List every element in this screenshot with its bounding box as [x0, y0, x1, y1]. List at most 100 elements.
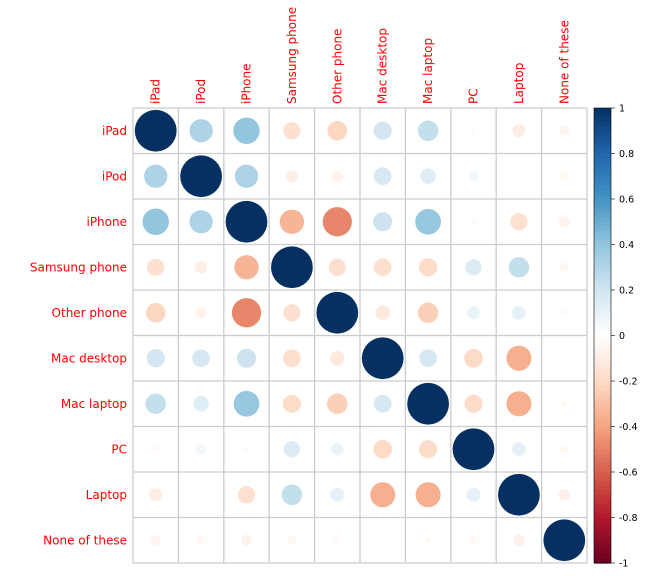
colorbar-segment [594, 230, 611, 236]
colorbar-segment [594, 162, 611, 168]
corr-circle-5-4 [330, 351, 345, 366]
colorbar-segment [594, 249, 611, 255]
column-label: iPhone [240, 63, 254, 104]
colorbar-segment [594, 189, 611, 196]
corr-circle-0-1 [189, 119, 213, 143]
colorbar-segment [594, 217, 611, 223]
row-label: Other phone [52, 306, 127, 320]
colorbar-segment [594, 399, 611, 405]
colorbar-segment [594, 321, 611, 327]
corr-circle-9-4 [333, 536, 341, 544]
colorbar-segment [594, 130, 611, 136]
colorbar-segment [594, 403, 611, 409]
corr-circle-1-7 [468, 171, 479, 182]
corr-circle-3-5 [373, 258, 392, 277]
corr-circle-6-9 [560, 400, 568, 408]
colorbar-segment [594, 421, 611, 428]
colorbar-segment [594, 558, 611, 564]
corr-circle-3-7 [465, 259, 482, 276]
corr-circle-6-0 [145, 393, 166, 414]
corr-circle-8-1 [199, 492, 204, 497]
colorbar-segment [594, 503, 611, 509]
corr-circle-0-8 [512, 124, 526, 138]
corr-circle-5-7 [464, 348, 483, 368]
corr-circle-5-8 [506, 345, 532, 371]
corr-circle-7-0 [152, 445, 160, 453]
colorbar-segment [594, 303, 611, 309]
corr-circle-1-2 [234, 164, 259, 188]
colorbar-tick-label: -1 [619, 559, 628, 570]
colorbar-segment [594, 540, 611, 546]
colorbar-segment [594, 112, 611, 118]
colorbar-segment [594, 221, 611, 227]
colorbar-tick-label: 0.4 [619, 240, 634, 251]
colorbar-segment [594, 435, 611, 441]
colorbar-segment [594, 367, 611, 373]
colorbar-segment [594, 158, 611, 164]
colorbar-segment [594, 531, 611, 537]
corr-circle-8-8 [498, 473, 540, 516]
corr-circle-4-2 [231, 298, 262, 328]
corr-circle-6-5 [373, 394, 392, 413]
row-label: iPad [102, 124, 127, 138]
corr-circle-4-9 [560, 309, 568, 317]
colorbar-segment [594, 244, 611, 250]
corr-circle-4-0 [145, 302, 166, 323]
corr-circle-8-6 [415, 482, 441, 508]
corr-circle-3-9 [559, 262, 569, 272]
colorbar-segment [594, 481, 611, 487]
corr-circle-1-4 [331, 170, 343, 182]
corr-circle-8-7 [466, 487, 481, 502]
corr-circle-5-3 [283, 349, 301, 368]
colorbar-segment [594, 180, 611, 186]
corr-circle-0-4 [327, 120, 348, 141]
corr-circle-9-5 [380, 538, 385, 543]
corr-circle-7-9 [560, 445, 569, 454]
corr-circle-2-6 [415, 208, 441, 235]
colorbar-segment [594, 226, 611, 232]
corr-circle-5-2 [236, 348, 257, 368]
colorbar-segment [594, 544, 611, 550]
colorbar-segment [594, 167, 611, 173]
corr-circle-3-8 [508, 257, 530, 278]
colorbar-segment [594, 176, 611, 182]
row-label: None of these [43, 533, 127, 547]
corr-circle-1-5 [373, 167, 392, 186]
corr-circle-2-5 [373, 212, 393, 232]
corr-circle-7-3 [283, 441, 300, 458]
corr-circle-3-1 [194, 260, 208, 274]
colorbar-segment [594, 349, 611, 355]
column-label: Other phone [330, 29, 344, 104]
corr-circle-2-2 [225, 200, 268, 243]
colorbar-segment [594, 312, 611, 318]
colorbar-segment [594, 444, 611, 450]
colorbar-segment [594, 440, 611, 446]
column-label: Mac desktop [376, 28, 390, 104]
colorbar-segment [594, 135, 611, 141]
colorbar-segment [594, 271, 611, 277]
colorbar-tick-label: -0.6 [619, 468, 638, 479]
column-label: Mac laptop [421, 38, 435, 104]
row-label: iPod [102, 169, 127, 183]
corr-circle-0-0 [134, 109, 177, 152]
colorbar-segment [594, 317, 611, 323]
corr-circle-6-1 [193, 395, 209, 412]
colorbar-segment [594, 385, 611, 391]
corr-circle-9-0 [150, 535, 161, 546]
row-label: Mac desktop [51, 351, 127, 365]
corr-circle-7-5 [373, 439, 393, 459]
colorbar-segment [594, 121, 611, 127]
colorbar-segment [594, 212, 611, 218]
colorbar-segment [594, 458, 611, 464]
colorbar-segment [594, 490, 611, 496]
colorbar-segment [594, 362, 611, 368]
column-label: PC [467, 88, 481, 104]
corr-circle-9-6 [424, 536, 432, 544]
colorbar-segment [594, 358, 611, 364]
row-label: PC [111, 442, 127, 456]
corr-circle-8-2 [237, 486, 256, 504]
corr-circle-9-3 [287, 535, 297, 545]
corr-circle-4-3 [283, 304, 301, 322]
corr-circle-0-3 [283, 122, 301, 140]
